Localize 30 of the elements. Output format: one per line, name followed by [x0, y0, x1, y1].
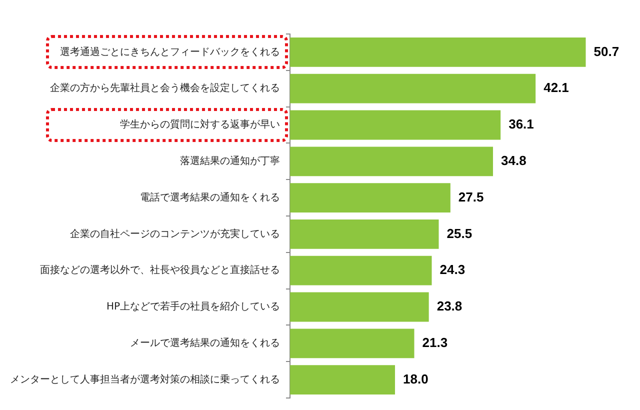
data-label: 42.1: [544, 80, 569, 96]
y-tick-label: 面接などの選考以外で、社長や役員などと直接話せる: [40, 264, 280, 276]
y-tick-label: 企業の自社ページのコンテンツが充実している: [70, 228, 280, 240]
bar: [290, 38, 586, 67]
y-tick-label: 電話で選考結果の通知をくれる: [140, 191, 280, 204]
bar: [290, 292, 429, 322]
y-tick-label: 落選結果の通知が丁寧: [180, 154, 280, 167]
bar: [290, 74, 536, 104]
y-tick-label: 企業の方から先輩社員と会う機会を設定してくれる: [50, 82, 280, 94]
data-label: 27.5: [458, 189, 484, 204]
y-tick-label: HP上などで若手の社員を紹介している: [106, 300, 280, 313]
data-label: 24.3: [440, 262, 466, 278]
y-tick-label: 選考通過ごとにきちんとフィードバックをくれる: [60, 46, 280, 58]
bar: [290, 220, 439, 249]
y-tick-label: メンターとして人事担当者が選考対策の相談に乗ってくれる: [10, 373, 280, 386]
data-label: 25.5: [446, 226, 472, 241]
data-label: 34.8: [501, 152, 526, 168]
bar: [290, 328, 414, 358]
y-tick-label: 学生からの質問に対する返事が早い: [120, 118, 280, 131]
bar: [290, 365, 395, 394]
y-tick-label: メールで選考結果の通知をくれる: [130, 336, 280, 349]
bar: [290, 183, 450, 212]
data-label: 23.8: [436, 298, 462, 314]
bar: [290, 256, 432, 286]
data-label: 36.1: [508, 116, 534, 132]
data-label: 50.7: [594, 44, 620, 59]
data-label: 18.0: [403, 371, 428, 386]
bar: [290, 110, 501, 140]
bar: [290, 146, 493, 176]
data-label: 21.3: [422, 334, 448, 350]
